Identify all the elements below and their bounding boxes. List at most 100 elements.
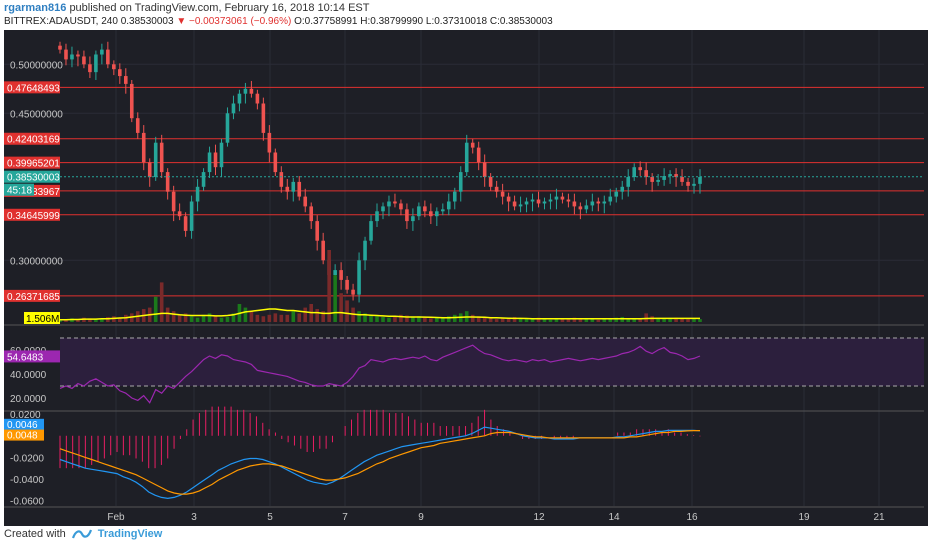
y-tick-label: 0.30000000 [10,256,63,267]
volume-bar [225,316,230,322]
volume-bar [614,317,619,322]
volume-bar [698,319,702,322]
volume-bar [494,319,499,322]
candle-body [614,191,619,197]
volume-bar [674,317,678,322]
volume-bar [590,318,595,322]
candle-body [357,260,361,295]
candle-body [129,83,134,119]
candle-body [177,211,182,217]
volume-label-box [24,312,60,324]
volume-bar [153,296,158,322]
candle-body [88,64,92,73]
volume-bar [297,313,302,322]
x-tick-label: 19 [798,512,810,523]
publish-line: rgarman816 published on TradingView.com,… [4,2,369,14]
candle-body [417,206,421,217]
volume-bar [566,318,571,322]
candle-body [82,56,86,65]
volume-bar [189,316,194,322]
volume-bar [94,319,98,322]
last-price-label: 0.38530003 [7,173,60,184]
x-tick-label: 9 [418,512,424,523]
volume-bar [207,313,212,322]
tradingview-brand[interactable]: TradingView [97,528,163,540]
x-tick-label: 12 [533,512,545,523]
rsi-tick-label: 20.0000 [10,394,47,405]
candle-body [171,191,176,212]
candle-body [58,45,62,50]
candle-body [405,209,409,222]
countdown-box [4,183,34,196]
candle-body [118,69,122,77]
volume-bar [273,313,278,322]
volume-bar [429,318,433,322]
volume-bar [656,317,660,322]
x-tick-label: 16 [686,512,698,523]
candle-body [333,270,337,275]
candle-body [375,211,379,222]
volume-bar [333,275,337,322]
candle-body [518,204,523,207]
level-label-box [4,289,60,302]
volume-bar [100,318,104,322]
candle-body [435,211,439,217]
x-tick-label: 5 [267,512,273,523]
candle-body [686,181,690,186]
macd-tick-label: -0.0200 [10,453,44,464]
candle-body [255,93,260,104]
level-label: 0.26371685 [7,292,60,303]
volume-bar [572,317,577,322]
candle-body [106,49,110,65]
volume-bar [417,316,421,322]
volume-bar [171,311,176,322]
candle-body [195,186,200,202]
candle-body [572,201,577,207]
chart-canvas[interactable]: Feb 3 5 7 9 12 14 16 19 21 0.50000000 0.45000000 0.3… [4,30,928,526]
candle-body [423,206,427,212]
volume-bar [482,317,487,322]
candle-body [363,240,367,261]
volume-bar [554,318,559,322]
candle-body [512,201,517,207]
candle-body [381,206,385,212]
volume-bar [88,318,92,322]
candle-body [429,211,433,217]
candle-body [632,167,636,177]
candle-body [524,201,529,205]
candle-body [560,196,565,200]
candle-body [662,176,666,180]
volume-bar [476,316,481,322]
volume-bar [560,319,565,322]
volume-bar [488,318,493,322]
volume-bar [602,319,607,322]
candle-body [668,174,672,177]
candle-body [506,196,511,202]
candle-body [482,162,487,177]
candle-body [530,199,535,202]
volume-bar [255,314,260,322]
candle-body [261,103,266,133]
volume-bar [512,316,517,322]
x-tick-label: 7 [342,512,348,523]
author-link[interactable]: rgarman816 [4,2,67,14]
volume-bar [608,318,613,322]
candle-body [411,216,415,222]
candle-body [566,199,571,202]
candle-body [273,152,278,173]
volume-bar [249,311,254,322]
volume-bar [399,314,403,322]
symbol-label: BITTREX:ADAUSDT, 240 [4,16,118,27]
x-tick-label: 14 [608,512,620,523]
candle-body [339,270,343,280]
candle-body [650,177,654,182]
candle-body [309,206,314,222]
price-change: ▼ −0.00373061 (−0.96%) [176,16,292,27]
x-tick-label: Feb [107,512,125,523]
volume-bar [381,316,385,322]
low-value: L:0.37310018 [425,16,488,27]
level-label: 0.34645999 [7,211,60,222]
volume-bar [195,317,200,322]
candle-body [470,142,475,148]
volume-bar [321,311,325,322]
